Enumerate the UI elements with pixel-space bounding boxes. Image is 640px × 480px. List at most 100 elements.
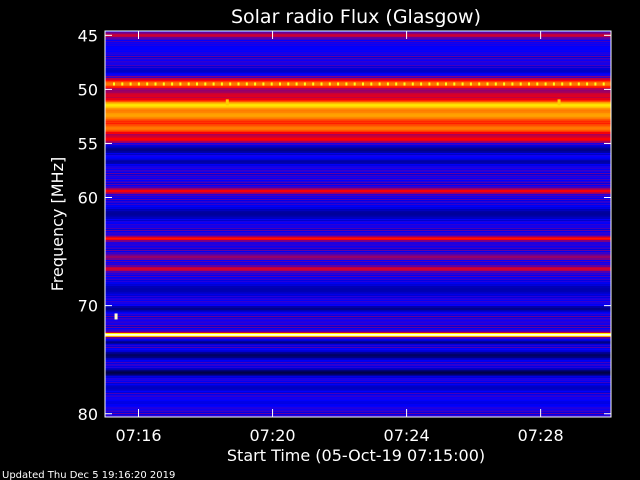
spectrum-row xyxy=(105,196,611,198)
spectrum-row xyxy=(105,367,611,369)
interference-dot xyxy=(254,82,257,86)
interference-dot xyxy=(453,82,456,86)
spectrum-row xyxy=(105,326,611,328)
spectrum-row xyxy=(105,141,611,143)
spectrum-row xyxy=(105,128,611,130)
spectrum-row xyxy=(105,58,611,60)
spectrum-row xyxy=(105,382,611,384)
spectrum-row xyxy=(105,122,611,124)
spectrum-row xyxy=(105,43,611,45)
burst-spot xyxy=(225,99,229,106)
spectrum-row xyxy=(105,325,611,327)
spectrum-row xyxy=(105,131,611,133)
interference-dot xyxy=(129,82,132,86)
spectrum-row xyxy=(105,346,611,348)
spectrum-row xyxy=(105,185,611,187)
spectrum-row xyxy=(105,361,611,363)
spectrum-row xyxy=(105,316,611,318)
spectrum-row xyxy=(105,413,611,415)
spectrum-row xyxy=(105,130,611,132)
spectrum-row xyxy=(105,368,611,370)
burst-spot xyxy=(557,99,561,106)
spectrum-row xyxy=(105,109,611,111)
spectrum-row xyxy=(105,151,611,153)
spectrum-row xyxy=(105,54,611,56)
spectrum-row xyxy=(105,93,611,95)
spectrum-row xyxy=(105,224,611,226)
spectrum-row xyxy=(105,342,611,344)
spectrum-row xyxy=(105,407,611,409)
interference-dot xyxy=(461,82,464,86)
interference-dot xyxy=(528,82,530,86)
spectrum-row xyxy=(105,119,611,121)
interference-dot xyxy=(295,82,298,86)
spectrum-row xyxy=(105,162,611,164)
spectrum-row xyxy=(105,111,611,113)
spectrum-row xyxy=(105,173,611,175)
interference-dot xyxy=(544,82,547,86)
spectrum-row xyxy=(105,74,611,76)
spectrum-row xyxy=(105,82,611,84)
spectrum-row xyxy=(105,291,611,293)
interference-dot xyxy=(378,82,381,86)
spectrum-row xyxy=(105,408,611,410)
interference-dot xyxy=(395,82,398,86)
spectrum-row xyxy=(105,208,611,210)
spectrum-row xyxy=(105,273,611,275)
y-tick-label: 55 xyxy=(78,134,98,153)
spectrum-row xyxy=(105,328,611,330)
spectrum-row xyxy=(105,189,611,191)
spectrum-row xyxy=(105,33,611,35)
spectrum-row xyxy=(105,228,611,230)
interference-dot xyxy=(445,82,447,86)
spectrum-row xyxy=(105,373,611,375)
interference-dot xyxy=(370,82,373,86)
spectrum-row xyxy=(105,301,611,303)
spectrum-row xyxy=(105,96,611,98)
spectrum-row xyxy=(105,168,611,170)
spectrum-row xyxy=(105,336,611,338)
spectrum-row xyxy=(105,186,611,188)
interference-dot xyxy=(362,82,364,86)
spectrum-row xyxy=(105,330,611,332)
spectrum-row xyxy=(105,339,611,341)
spectrum-row xyxy=(105,266,611,268)
spectrum-row xyxy=(105,63,611,65)
spectrum-row xyxy=(105,84,611,86)
spectrum-row xyxy=(105,180,611,182)
spectrum-row xyxy=(105,338,611,340)
spectrum-row xyxy=(105,225,611,227)
spectrum-row xyxy=(105,202,611,204)
spectrum-row xyxy=(105,136,611,138)
spectrum-row xyxy=(105,32,611,34)
spectrum-row xyxy=(105,99,611,101)
spectrum-row xyxy=(105,75,611,77)
spectrum-row xyxy=(105,117,611,119)
spectrum-row xyxy=(105,341,611,343)
spectrum-row xyxy=(105,219,611,221)
interference-dot xyxy=(287,82,290,86)
spectrum-row xyxy=(105,307,611,309)
spectrum-row xyxy=(105,182,611,184)
spectrum-row xyxy=(105,363,611,365)
spectrum-row xyxy=(105,317,611,319)
spectrum-row xyxy=(105,329,611,331)
spectrum-row xyxy=(105,166,611,168)
spectrum-row xyxy=(105,388,611,390)
spectrum-row xyxy=(105,140,611,142)
spectrum-row xyxy=(105,304,611,306)
spectrum-row xyxy=(105,57,611,59)
spectrum-row xyxy=(105,234,611,236)
spectrum-row xyxy=(105,397,611,399)
spectrum-row xyxy=(105,48,611,50)
spectrum-row xyxy=(105,262,611,264)
spectrum-row xyxy=(105,31,611,33)
spectrum-row xyxy=(105,94,611,96)
spectrum-row xyxy=(105,360,611,362)
x-tick-label: 07:24 xyxy=(384,426,430,445)
spectrum-row xyxy=(105,258,611,260)
interference-dot xyxy=(577,82,580,86)
spectrum-row xyxy=(105,126,611,128)
spectrum-row xyxy=(105,217,611,219)
spectrum-row xyxy=(105,358,611,360)
